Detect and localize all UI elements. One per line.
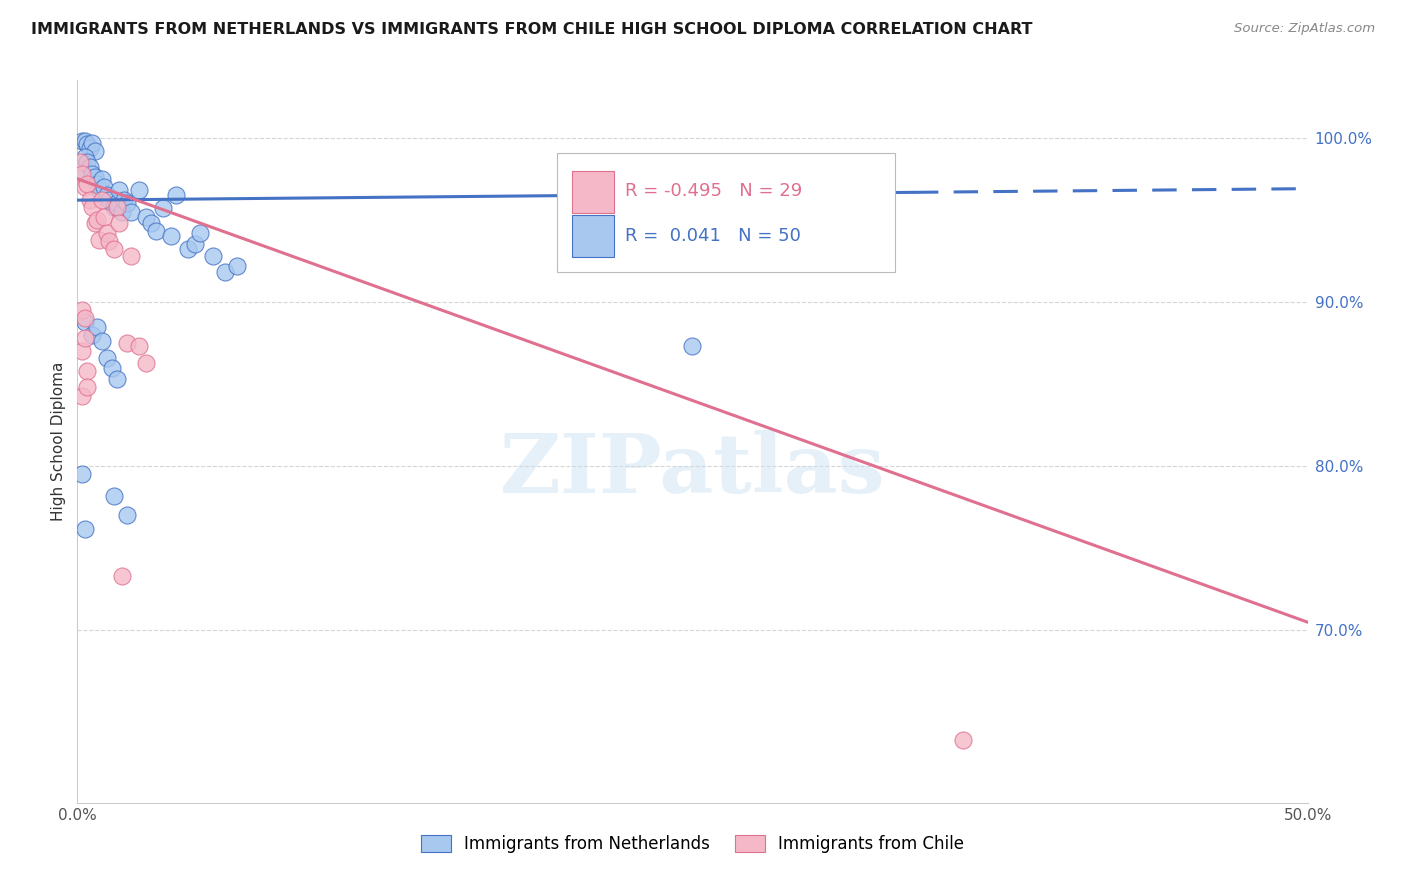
Point bbox=[145, 224, 167, 238]
Point bbox=[76, 177, 98, 191]
FancyBboxPatch shape bbox=[572, 170, 614, 212]
Point bbox=[69, 155, 91, 169]
Point bbox=[111, 204, 132, 219]
Point bbox=[115, 196, 138, 211]
Point bbox=[141, 216, 163, 230]
Point bbox=[105, 372, 128, 386]
Point bbox=[98, 193, 121, 207]
Point bbox=[101, 360, 124, 375]
Point bbox=[73, 315, 96, 329]
Point bbox=[93, 210, 115, 224]
Point bbox=[76, 137, 98, 152]
Point bbox=[82, 136, 104, 150]
Point bbox=[214, 265, 236, 279]
Point bbox=[90, 334, 114, 349]
Point bbox=[121, 249, 143, 263]
Point bbox=[70, 388, 93, 402]
Y-axis label: High School Diploma: High School Diploma bbox=[51, 362, 66, 521]
Point bbox=[82, 327, 104, 342]
Point bbox=[103, 243, 125, 257]
Point bbox=[83, 170, 105, 185]
Point bbox=[103, 200, 125, 214]
Point bbox=[79, 140, 101, 154]
Point bbox=[121, 204, 143, 219]
Point bbox=[103, 489, 125, 503]
Point bbox=[76, 380, 98, 394]
Point bbox=[89, 233, 111, 247]
Text: R = -0.495   N = 29: R = -0.495 N = 29 bbox=[624, 182, 801, 200]
Point bbox=[188, 226, 212, 240]
Point bbox=[79, 193, 101, 207]
Point bbox=[73, 151, 96, 165]
Point bbox=[76, 155, 98, 169]
Point bbox=[73, 134, 96, 148]
Point bbox=[135, 356, 157, 370]
Point bbox=[128, 183, 150, 197]
Point bbox=[201, 249, 224, 263]
Text: ZIPatlas: ZIPatlas bbox=[499, 431, 886, 510]
Point bbox=[73, 522, 96, 536]
Point bbox=[128, 339, 150, 353]
Point bbox=[70, 134, 93, 148]
Text: R =  0.041   N = 50: R = 0.041 N = 50 bbox=[624, 227, 800, 244]
Point bbox=[96, 188, 118, 202]
Point bbox=[82, 167, 104, 181]
Text: Source: ZipAtlas.com: Source: ZipAtlas.com bbox=[1234, 22, 1375, 36]
FancyBboxPatch shape bbox=[572, 215, 614, 257]
Point bbox=[86, 319, 108, 334]
Point bbox=[111, 569, 132, 583]
Point bbox=[79, 161, 101, 175]
Point bbox=[108, 183, 131, 197]
Point bbox=[135, 210, 157, 224]
Point bbox=[115, 336, 138, 351]
Point bbox=[952, 733, 974, 747]
Point bbox=[184, 237, 207, 252]
Point bbox=[93, 180, 115, 194]
Point bbox=[70, 167, 93, 181]
Point bbox=[105, 196, 128, 211]
Point bbox=[152, 202, 174, 216]
Point bbox=[83, 216, 105, 230]
Point bbox=[112, 193, 135, 207]
Point bbox=[90, 171, 114, 186]
FancyBboxPatch shape bbox=[557, 153, 896, 272]
Point bbox=[98, 234, 121, 248]
Point bbox=[226, 259, 249, 273]
Point bbox=[70, 303, 93, 318]
Point bbox=[86, 177, 108, 191]
Point bbox=[90, 193, 114, 207]
Point bbox=[89, 183, 111, 197]
Legend: Immigrants from Netherlands, Immigrants from Chile: Immigrants from Netherlands, Immigrants … bbox=[413, 828, 972, 860]
Point bbox=[115, 508, 138, 523]
Point bbox=[96, 351, 118, 365]
Point bbox=[177, 243, 200, 257]
Point bbox=[73, 331, 96, 345]
Point bbox=[69, 163, 91, 178]
Point bbox=[83, 144, 105, 158]
Point bbox=[70, 467, 93, 482]
Point bbox=[160, 229, 183, 244]
Text: IMMIGRANTS FROM NETHERLANDS VS IMMIGRANTS FROM CHILE HIGH SCHOOL DIPLOMA CORRELA: IMMIGRANTS FROM NETHERLANDS VS IMMIGRANT… bbox=[31, 22, 1032, 37]
Point bbox=[82, 200, 104, 214]
Point bbox=[165, 188, 187, 202]
Point bbox=[70, 344, 93, 359]
Point bbox=[105, 200, 128, 214]
Point bbox=[73, 180, 96, 194]
Point bbox=[86, 212, 108, 227]
Point bbox=[73, 311, 96, 326]
Point bbox=[76, 364, 98, 378]
Point bbox=[682, 339, 704, 353]
Point bbox=[96, 226, 118, 240]
Point bbox=[108, 216, 131, 230]
